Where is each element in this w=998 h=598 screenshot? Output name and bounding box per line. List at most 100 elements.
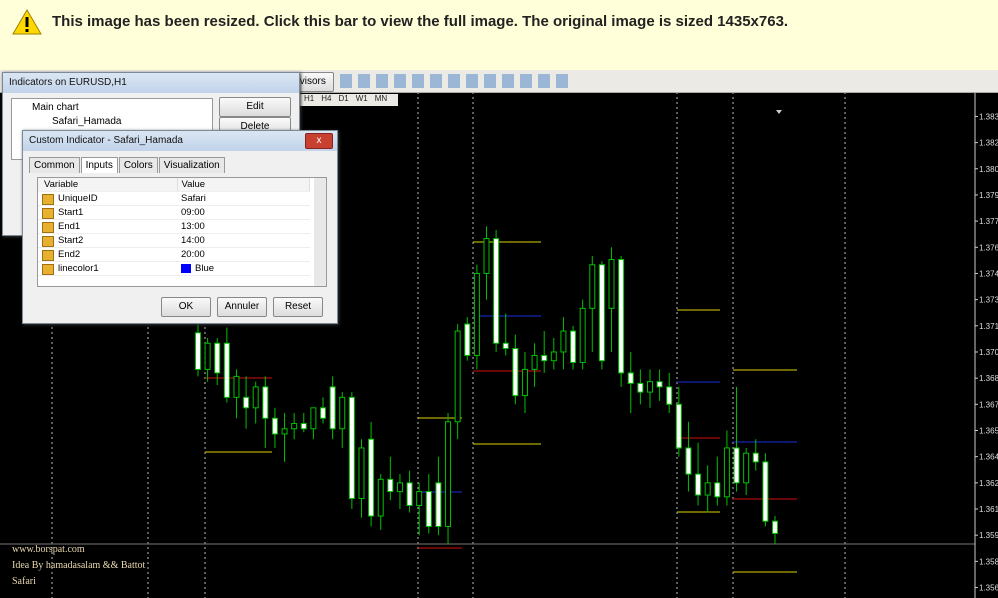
candle-body [300,423,307,430]
candle-body [416,491,423,507]
candle-body [675,403,682,449]
candle-body [570,330,577,363]
candle-body [627,372,634,384]
input-value: Blue [177,261,310,276]
resize-banner[interactable]: This image has been resized. Click this … [0,0,998,71]
candle-body [329,386,336,430]
tree-item[interactable]: Main chart [32,102,79,113]
candle-body [406,482,413,507]
y-tick-label: 1.3655 [979,426,998,435]
tab-strip: Common Inputs Colors Visualization [29,157,226,173]
session-levels [205,241,797,573]
timeframe-bar: H1 H4 D1 W1 MN [300,94,399,106]
candle-body [502,342,509,349]
candle-body [464,323,471,356]
candle-body [348,396,355,500]
candle-body [598,264,605,362]
y-tick-label: 1.3805 [979,165,998,174]
candle-body [656,381,663,388]
candle-body [512,347,519,397]
input-value: Safari [177,191,310,206]
candle-body [310,407,317,430]
y-tick-label: 1.3700 [979,348,998,357]
y-tick-label: 1.3610 [979,505,998,514]
candle-body [425,491,432,527]
input-value: 14:00 [177,233,310,248]
candle-body [435,482,442,527]
candle-body [733,447,740,484]
tab[interactable]: Common [29,157,80,173]
input-row[interactable]: End1 13:00 [38,219,310,234]
input-row[interactable]: Start1 09:00 [38,205,310,220]
candle-body [743,452,750,484]
candle-body [320,407,327,419]
watermark-1: www.borspat.com [12,544,85,555]
candle-body [223,342,230,398]
dialog-button[interactable]: OK [161,297,211,317]
watermark-3: Safari [12,576,36,587]
candle-body [762,461,769,522]
tab[interactable]: Inputs [80,157,118,173]
candle-body [714,482,721,498]
shift-marker [776,110,782,114]
watermark-2: Idea By hamadasalam && Battot [12,560,146,571]
candle-body [772,520,778,534]
edit-button[interactable]: Edit [219,97,291,117]
candle-body [521,368,528,397]
y-tick-label: 1.3775 [979,217,998,226]
dialog-title: Custom Indicator - Safari_Hamada [23,131,337,151]
banner-text: This image has been resized. Click this … [52,13,789,30]
candle-body [445,421,452,527]
input-name: Start1 [38,205,177,220]
close-button[interactable]: x [305,133,333,149]
candle-body [281,428,288,435]
color-swatch [181,264,191,273]
input-row[interactable]: linecolor1 Blue [38,261,310,276]
input-name: Start2 [38,233,177,248]
candle-body [704,482,711,496]
dialog-button[interactable]: Annuler [217,297,267,317]
timeframe[interactable]: H4 [321,94,332,103]
candle-body [204,342,211,370]
y-tick-label: 1.3580 [979,557,998,566]
candle-body [685,447,692,475]
y-tick-label: 1.3595 [979,531,998,540]
custom-indicator-dialog: Custom Indicator - Safari_Hamada x Commo… [22,130,338,324]
candle-body [493,238,500,344]
candle-body [608,259,615,309]
timeframe[interactable]: D1 [338,94,349,103]
input-name: UniqueID [38,191,177,206]
input-row[interactable]: UniqueID Safari [38,191,310,206]
candle-body [377,478,384,517]
toolbar-icons [340,74,570,88]
type-icon [42,208,54,219]
timeframe[interactable]: MN [374,94,388,103]
inputs-grid: Variable Value UniqueID Safari Start1 09:00 En… [37,177,327,287]
tab[interactable]: Visualization [158,157,225,173]
y-tick-label: 1.3625 [979,479,998,488]
candle-body [560,330,567,353]
warning-icon [12,9,42,35]
candle-body [646,381,653,393]
candle-body [252,386,259,409]
dialog-button[interactable]: Reset [273,297,323,317]
timeframe[interactable]: W1 [355,94,368,103]
candle-body [243,396,250,409]
y-tick-label: 1.3745 [979,269,998,278]
input-row[interactable]: End2 20:00 [38,247,310,262]
tab[interactable]: Colors [118,157,158,173]
candle-body [339,396,346,430]
candle-body [695,473,702,496]
candle-body [723,447,730,498]
timeframe[interactable]: H1 [304,94,315,103]
candle-body [473,272,480,356]
input-row[interactable]: Start2 14:00 [38,233,310,248]
y-tick-label: 1.3835 [979,112,998,121]
candle-body [618,259,625,374]
y-tick-label: 1.3715 [979,322,998,331]
tree-item[interactable]: Safari_Hamada [52,116,122,127]
input-value: 20:00 [177,247,310,262]
candle-body [550,351,557,362]
header-row: Variable Value [38,178,310,192]
type-icon [42,264,54,275]
